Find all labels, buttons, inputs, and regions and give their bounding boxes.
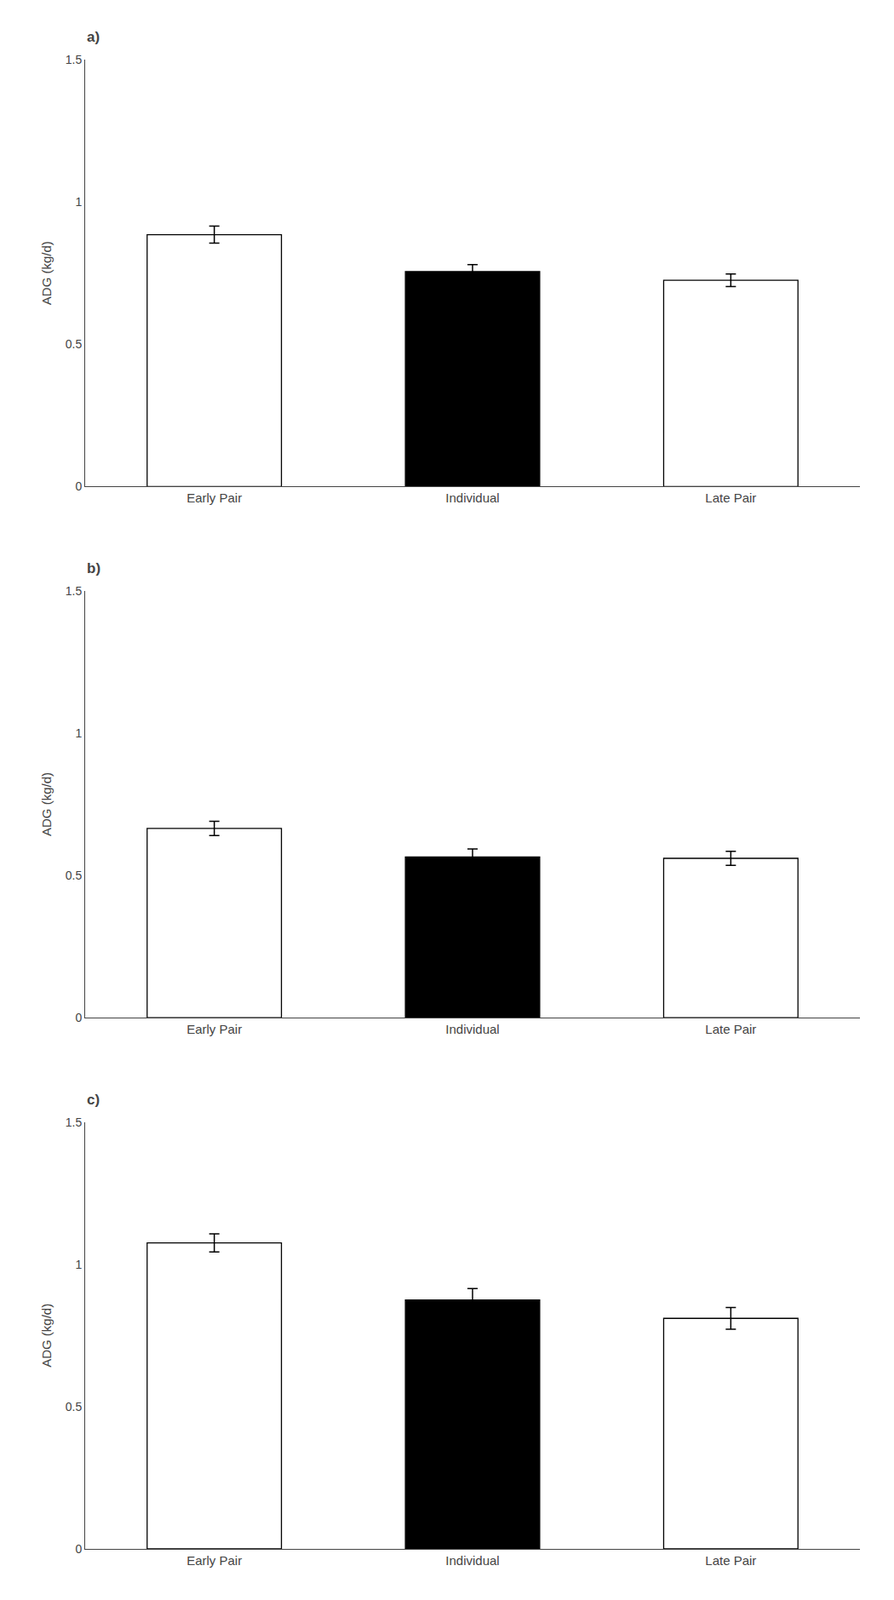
- svg-text:1: 1: [74, 1257, 82, 1272]
- svg-text:0.5: 0.5: [65, 337, 83, 351]
- svg-text:Late Pair: Late Pair: [704, 1021, 757, 1037]
- svg-text:0.5: 0.5: [65, 868, 83, 883]
- svg-text:1: 1: [74, 726, 82, 740]
- svg-text:Early Pair: Early Pair: [186, 490, 242, 505]
- svg-text:Individual: Individual: [445, 1553, 499, 1568]
- svg-text:c): c): [86, 1091, 100, 1108]
- svg-text:b): b): [86, 560, 101, 577]
- svg-text:ADG (kg/d): ADG (kg/d): [39, 240, 54, 305]
- svg-text:0.5: 0.5: [65, 1399, 83, 1414]
- svg-text:1.5: 1.5: [65, 52, 83, 67]
- svg-text:ADG (kg/d): ADG (kg/d): [39, 772, 54, 837]
- svg-text:ADG (kg/d): ADG (kg/d): [39, 1303, 54, 1368]
- svg-text:0: 0: [74, 479, 82, 493]
- svg-text:1: 1: [74, 194, 82, 209]
- svg-text:Individual: Individual: [445, 1021, 499, 1037]
- svg-text:0: 0: [74, 1541, 82, 1556]
- svg-text:Late Pair: Late Pair: [704, 490, 757, 505]
- svg-text:1.5: 1.5: [65, 584, 83, 598]
- svg-text:Late Pair: Late Pair: [704, 1553, 757, 1568]
- svg-text:a): a): [86, 28, 100, 46]
- svg-text:Early Pair: Early Pair: [186, 1553, 242, 1568]
- svg-text:Early Pair: Early Pair: [186, 1021, 242, 1037]
- svg-text:0: 0: [74, 1010, 82, 1025]
- svg-text:1.5: 1.5: [65, 1115, 83, 1129]
- svg-text:Individual: Individual: [445, 490, 499, 505]
